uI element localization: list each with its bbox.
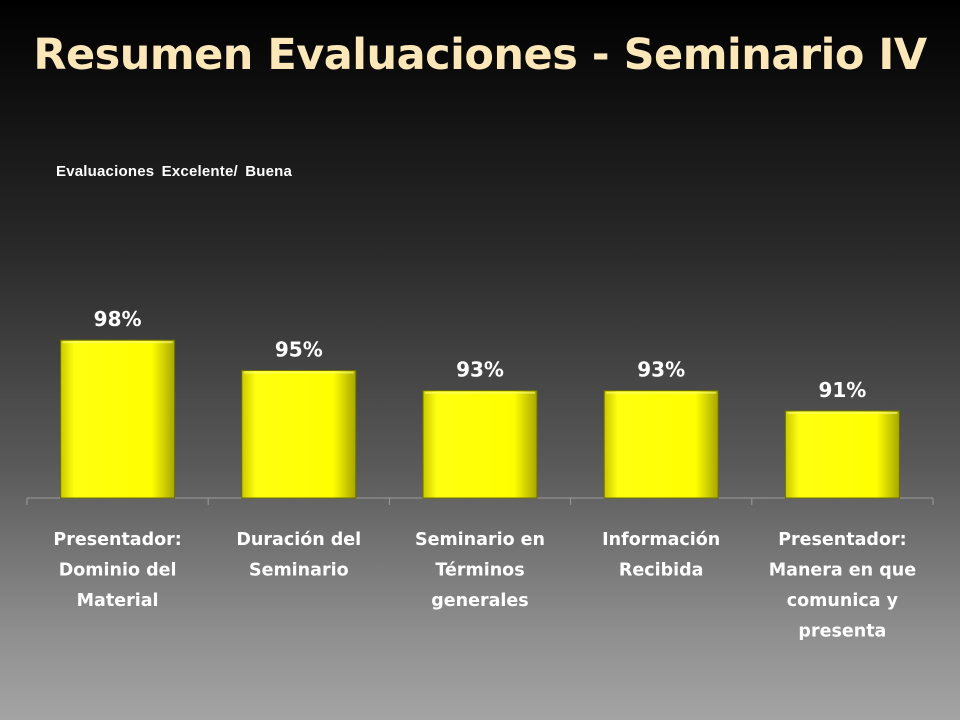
- chart-subtitle: Evaluaciones Excelente/ Buena: [56, 163, 293, 180]
- category-label: Duración del: [236, 530, 361, 550]
- category-label: Seminario en: [415, 530, 545, 550]
- category-label: Material: [77, 591, 159, 611]
- bar-highlight: [62, 341, 173, 344]
- bar: [422, 390, 538, 499]
- data-label: 98%: [94, 307, 142, 331]
- category-label: generales: [431, 591, 528, 611]
- data-label: 95%: [275, 338, 323, 362]
- data-label: 91%: [818, 378, 866, 402]
- category-label: Presentador:: [53, 530, 181, 550]
- category-label: Seminario: [249, 561, 349, 581]
- bar-highlight: [787, 411, 898, 414]
- category-label: Presentador:: [778, 530, 906, 550]
- bar: [603, 390, 719, 499]
- bar: [241, 370, 357, 499]
- category-label: Manera en que: [769, 561, 916, 581]
- data-label: 93%: [637, 358, 685, 382]
- bar: [784, 410, 900, 499]
- bar-highlight: [606, 391, 717, 394]
- category-label: Dominio del: [59, 561, 177, 581]
- bar: [60, 339, 176, 499]
- category-label: Información: [602, 530, 720, 550]
- category-label: Términos: [435, 561, 524, 581]
- slide-title: Resumen Evaluaciones - Seminario IV: [33, 30, 927, 80]
- category-label: Recibida: [619, 561, 704, 581]
- category-label: presenta: [798, 622, 886, 642]
- data-label: 93%: [456, 358, 504, 382]
- bar-highlight: [425, 391, 535, 394]
- bar-highlight: [243, 371, 354, 374]
- category-label: comunica y: [787, 591, 899, 611]
